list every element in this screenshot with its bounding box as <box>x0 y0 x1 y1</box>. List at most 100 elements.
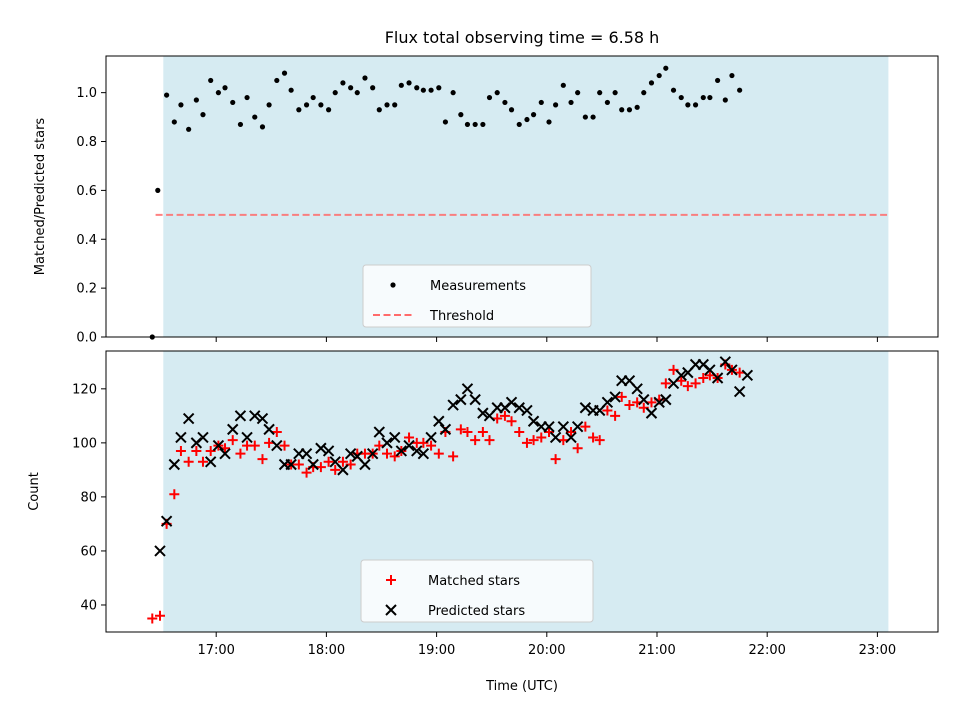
data-point <box>448 451 459 462</box>
data-point <box>263 423 275 436</box>
data-point <box>619 107 625 113</box>
data-point <box>425 431 437 444</box>
data-point <box>404 432 415 443</box>
data-point <box>484 435 495 446</box>
data-point <box>323 456 334 467</box>
data-point <box>168 458 181 471</box>
data-point <box>645 407 658 419</box>
data-point <box>458 112 464 118</box>
data-point <box>455 424 466 435</box>
data-point <box>447 399 459 411</box>
data-point <box>492 413 503 424</box>
data-point <box>417 447 430 460</box>
data-point <box>692 102 699 108</box>
data-point <box>175 431 187 444</box>
data-point <box>164 92 170 98</box>
data-point <box>344 447 357 460</box>
data-point <box>389 431 401 444</box>
data-point <box>565 431 577 444</box>
data-point <box>610 410 621 421</box>
legend-label: Matched stars <box>428 574 520 589</box>
x-tick-label: 20:00 <box>528 643 565 658</box>
data-point <box>259 124 266 130</box>
data-point <box>646 397 657 408</box>
data-point <box>318 102 324 108</box>
data-point <box>641 90 647 96</box>
data-point <box>376 107 382 113</box>
top-panel: 0.0 0.2 0.4 0.6 0.8 1.0 Matched/Predicted star… <box>33 55 939 346</box>
data-point <box>257 454 268 465</box>
data-point <box>384 102 390 108</box>
series-matched-stars <box>147 359 745 624</box>
data-point <box>395 445 408 457</box>
data-point <box>426 440 437 451</box>
x-tick-label: 23:00 <box>859 643 896 658</box>
y-tick-label: 1.0 <box>76 86 97 101</box>
y-tick-label: 100 <box>72 436 97 451</box>
y-tick-label: 0.8 <box>76 135 97 150</box>
data-point <box>147 613 158 624</box>
data-point <box>477 407 489 419</box>
data-point <box>682 381 693 392</box>
data-point <box>403 439 415 452</box>
y-tick-label: 0.2 <box>76 282 97 297</box>
data-point <box>234 410 247 422</box>
data-point <box>477 427 488 438</box>
data-point <box>300 447 313 460</box>
data-point <box>406 80 412 86</box>
series-predicted-stars <box>154 356 754 557</box>
data-point <box>398 82 404 88</box>
data-point <box>513 402 525 414</box>
data-point <box>186 126 192 132</box>
data-point <box>154 610 165 621</box>
data-point <box>227 435 238 446</box>
data-point <box>656 72 662 79</box>
data-point <box>638 393 650 406</box>
data-point <box>469 393 481 406</box>
data-point <box>514 427 525 438</box>
data-point <box>237 121 244 128</box>
data-point <box>616 391 627 402</box>
data-point <box>690 378 701 389</box>
data-point <box>549 431 562 444</box>
y-tick-label: 0.0 <box>76 331 97 346</box>
data-point <box>197 456 208 467</box>
data-point <box>208 77 214 84</box>
data-point <box>191 445 202 456</box>
data-point <box>634 104 640 110</box>
chart-title: Flux total observing time = 6.58 h <box>385 28 660 47</box>
data-point <box>508 107 515 113</box>
data-point <box>729 72 735 79</box>
data-point <box>171 119 177 125</box>
data-point <box>315 442 327 454</box>
data-point <box>494 90 500 96</box>
data-point <box>330 464 341 475</box>
bottom-panel: 40 60 80 100 120 17:00 18:00 19:00 20:00 21:00 22:… <box>27 350 939 658</box>
data-point <box>660 393 672 406</box>
data-point <box>505 396 518 409</box>
data-point <box>670 87 677 93</box>
x-tick-label: 21:00 <box>638 643 675 658</box>
y-tick-label: 40 <box>80 598 97 613</box>
data-point <box>414 85 420 91</box>
x-axis-label: Time (UTC) <box>485 679 558 694</box>
data-point <box>200 112 206 118</box>
data-point <box>310 94 316 101</box>
data-point <box>550 454 561 465</box>
legend-marker <box>386 575 396 585</box>
data-point <box>722 97 728 103</box>
data-point <box>653 396 665 409</box>
data-point <box>293 459 304 470</box>
data-point <box>660 378 671 389</box>
axes-frame <box>105 55 939 338</box>
data-point <box>332 90 338 96</box>
data-point <box>676 375 687 386</box>
data-point <box>439 423 452 436</box>
data-point <box>726 364 738 376</box>
data-point <box>392 102 398 108</box>
data-point <box>281 70 288 76</box>
data-point <box>604 99 611 106</box>
data-point <box>546 119 552 125</box>
data-point <box>528 435 539 446</box>
data-point <box>733 385 746 398</box>
